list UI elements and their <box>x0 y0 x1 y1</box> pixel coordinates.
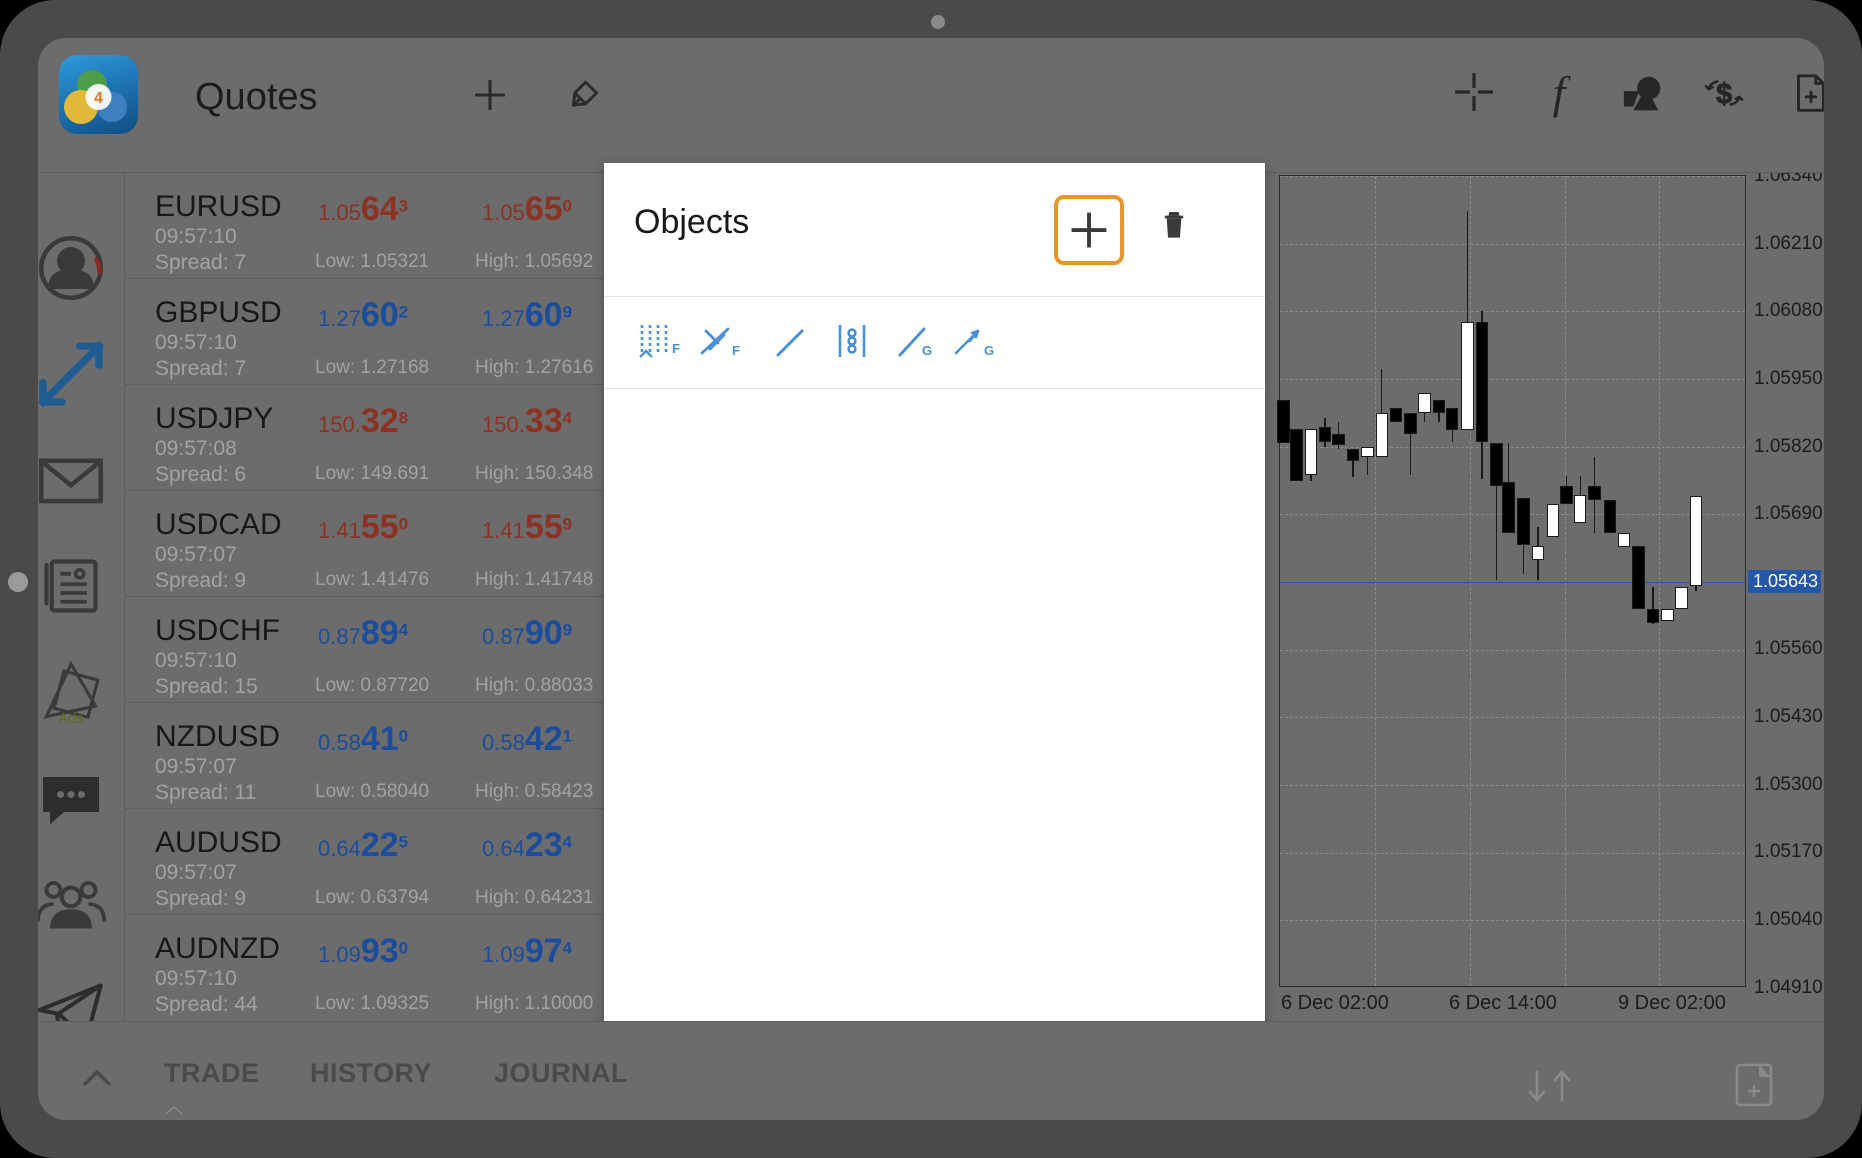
svg-text:4: 4 <box>94 90 103 107</box>
svg-text:$: $ <box>1716 79 1732 111</box>
